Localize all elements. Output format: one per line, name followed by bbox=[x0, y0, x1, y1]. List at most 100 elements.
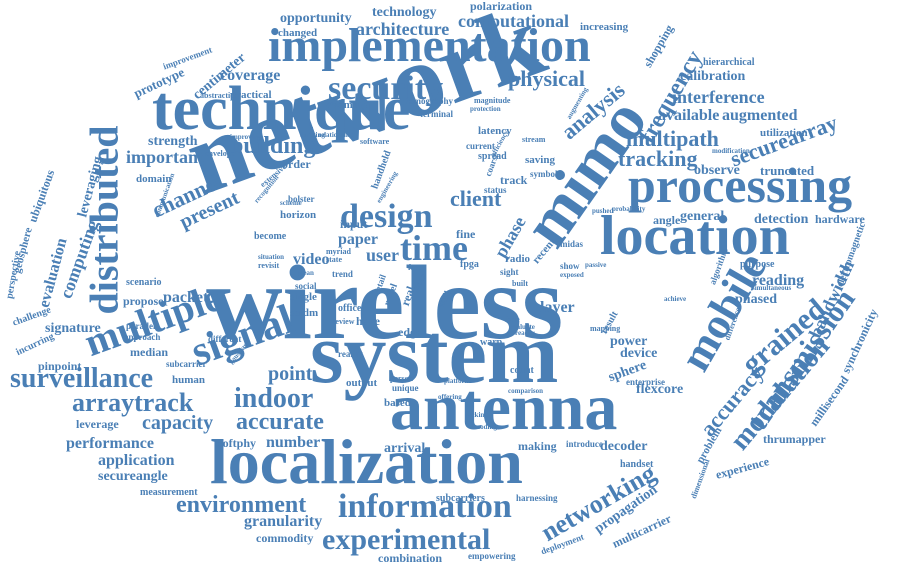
word-millisecond: millisecond bbox=[806, 373, 852, 429]
word-achieve: achieve bbox=[664, 295, 687, 303]
word-combination: combination bbox=[378, 551, 443, 564]
word-localization: localization bbox=[210, 426, 523, 497]
word-arrival: arrival bbox=[384, 441, 426, 456]
word-power: power bbox=[610, 334, 648, 349]
word-number: number bbox=[266, 434, 321, 451]
word-signature: signature bbox=[45, 321, 101, 336]
word-median: median bbox=[130, 345, 169, 359]
word-practical: practical bbox=[230, 89, 272, 101]
word-purpose: purpose bbox=[740, 259, 775, 270]
word-horizon: horizon bbox=[280, 209, 317, 221]
word-packet: packet bbox=[163, 289, 209, 306]
word-shopping: shopping bbox=[640, 22, 677, 70]
word-software: software bbox=[360, 137, 390, 146]
word-bolster: bolster bbox=[288, 194, 315, 204]
word-unique: unique bbox=[392, 383, 419, 393]
word-changed: changed bbox=[278, 27, 318, 39]
word-opportunity: opportunity bbox=[280, 11, 352, 26]
word-pinpoint: pinpoint bbox=[38, 359, 82, 373]
word-location: location bbox=[600, 205, 790, 267]
word-accurate: accurate bbox=[236, 409, 324, 435]
word-hierarchical: hierarchical bbox=[703, 57, 755, 68]
word-trend: trend bbox=[332, 269, 353, 279]
word-handset: handset bbox=[620, 459, 654, 470]
word-pushed: pushed bbox=[592, 207, 614, 215]
word-decoder: decoder bbox=[600, 439, 648, 454]
word-input: input bbox=[340, 217, 368, 231]
word-warp: warp bbox=[480, 337, 503, 348]
word-reader: reader bbox=[515, 329, 535, 337]
word-environment: environment bbox=[176, 492, 307, 518]
word-comparison: comparison bbox=[508, 387, 543, 395]
word-multipath: multipath bbox=[626, 126, 719, 151]
word-experience: experience bbox=[714, 454, 771, 482]
word-paper: paper bbox=[338, 231, 378, 248]
word-angle: angle bbox=[653, 213, 681, 227]
word-ubiquitous: ubiquitous bbox=[25, 167, 58, 225]
word-stream: stream bbox=[522, 135, 546, 144]
word-general: general bbox=[680, 209, 725, 224]
word-relationship: relationship bbox=[318, 131, 354, 139]
word-thrumapper: thrumapper bbox=[763, 432, 826, 446]
word-glean: glean bbox=[298, 269, 314, 277]
word-parallel: parallel bbox=[126, 321, 156, 331]
word-commodity: commodity bbox=[256, 531, 314, 545]
word-phased: phased bbox=[735, 292, 778, 307]
word-output: output bbox=[346, 377, 378, 389]
word-subcarrier: subcarrier bbox=[166, 359, 207, 369]
word-performance: performance bbox=[66, 435, 154, 452]
word-person: person bbox=[390, 374, 414, 383]
word-tracking: tracking bbox=[618, 146, 698, 171]
word-security: security bbox=[328, 70, 444, 107]
word-implementation: implementation bbox=[268, 19, 591, 72]
word-important: important bbox=[126, 147, 204, 167]
word-improvement: improvement bbox=[161, 44, 214, 72]
word-simultaneous: simultaneous bbox=[752, 284, 792, 292]
word-empowering: empowering bbox=[468, 551, 516, 561]
word-user: user bbox=[366, 245, 399, 265]
word-scenario: scenario bbox=[126, 277, 162, 288]
word-calibration: calibration bbox=[680, 69, 746, 84]
word-edge: edge bbox=[398, 325, 422, 339]
word-layer: layer bbox=[540, 299, 575, 316]
word-saving: saving bbox=[525, 154, 555, 166]
word-different: different bbox=[208, 334, 242, 344]
word-leverage: leverage bbox=[76, 417, 119, 431]
word-revisit: revisit bbox=[258, 261, 280, 270]
word-single: single bbox=[290, 291, 317, 303]
word-based: based bbox=[384, 397, 411, 409]
word-introduce: introduce bbox=[566, 439, 603, 449]
word-magnitude: magnitude bbox=[474, 96, 511, 105]
word-fade: fade bbox=[505, 315, 520, 324]
word-domain: domain bbox=[136, 173, 172, 185]
word-human: human bbox=[172, 374, 206, 386]
word-video: video bbox=[293, 251, 330, 268]
word-status: status bbox=[484, 185, 507, 195]
word-arraytrack: arraytrack bbox=[72, 388, 194, 417]
word-enterprise: enterprise bbox=[626, 377, 665, 387]
word-system: system bbox=[310, 305, 559, 401]
word-midas: midas bbox=[560, 239, 584, 249]
word-propose: propose bbox=[123, 294, 164, 308]
word-technique: technique bbox=[152, 75, 411, 143]
word-protection: protection bbox=[470, 105, 501, 113]
word-architecture: architecture bbox=[356, 19, 450, 39]
word-available: available bbox=[658, 107, 720, 124]
word-reality: reality bbox=[338, 349, 363, 359]
word-free: free bbox=[408, 263, 422, 272]
word-measurement: measurement bbox=[140, 487, 198, 498]
word-improving: improving bbox=[230, 133, 261, 141]
word-polarization: polarization bbox=[470, 0, 532, 13]
word-application: application bbox=[98, 452, 175, 469]
word-making: making bbox=[518, 439, 557, 453]
word-flexcore: flexcore bbox=[636, 382, 684, 397]
word-built: built bbox=[512, 279, 529, 288]
word-evaluate: evaluate bbox=[510, 323, 535, 331]
word-fpga: fpga bbox=[460, 259, 479, 270]
word-augmented: augmented bbox=[722, 107, 798, 124]
word-detection: detection bbox=[754, 212, 809, 227]
word-increasing: increasing bbox=[580, 21, 629, 33]
word-point: point bbox=[268, 363, 313, 385]
word-fine: fine bbox=[456, 227, 476, 241]
word-exposed: exposed bbox=[560, 271, 584, 279]
